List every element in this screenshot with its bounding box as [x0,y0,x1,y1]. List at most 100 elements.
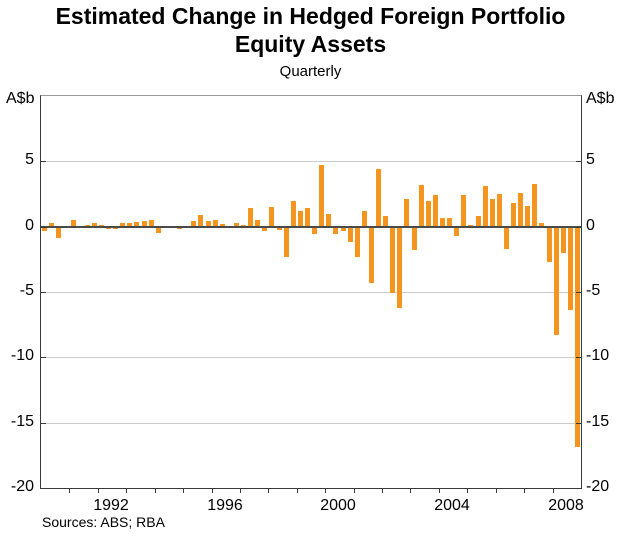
bar-1995-Q3 [198,214,204,227]
bar-2003-Q3 [425,200,431,227]
bar-2005-Q3 [482,186,488,227]
bar-2007-Q3 [539,223,545,227]
x-tick-1993 [126,488,127,493]
bar-2006-Q4 [518,192,524,227]
bar-2002-Q4 [404,199,410,227]
bar-1996-Q1 [212,220,218,227]
y-axis-label-right-0: 0 [586,217,595,234]
x-tick-2006 [496,488,497,493]
bar-1992-Q4 [120,223,126,227]
bar-1993-Q4 [148,219,154,227]
zero-axis-line [41,226,581,228]
y-tick-left--10 [41,357,46,358]
y-tick-left-0 [41,227,46,228]
bar-2007-Q2 [532,183,538,227]
x-tick-1994 [155,488,156,493]
y-axis-label-left--20: -20 [10,478,34,495]
bar-1998-Q3 [283,226,289,257]
bar-2005-Q2 [475,216,481,227]
bar-1997-Q4 [262,226,268,231]
bar-2000-Q2 [333,226,339,235]
bar-1995-Q2 [191,221,197,227]
bar-2001-Q1 [354,226,360,257]
bar-2001-Q4 [376,169,381,227]
y-axis-label-right--15: -15 [586,413,610,430]
y-axis-label-left--15: -15 [10,413,34,430]
x-tick-1995 [183,488,184,493]
bar-2000-Q3 [340,226,346,232]
y-axis-unit-right: A$b [586,90,615,107]
bar-2004-Q1 [439,218,445,227]
bar-1990-Q1 [42,226,48,231]
y-axis-label-right--5: -5 [586,282,601,299]
gridline-5 [41,161,581,162]
x-tick-1999 [297,488,298,493]
x-tick-1991 [69,488,70,493]
bar-1999-Q2 [304,208,310,227]
x-tick-2007 [524,488,525,493]
x-axis-label-1996: 1996 [207,497,243,514]
chart-title-text: Estimated Change in Hedged Foreign Portf… [55,3,566,57]
bar-2008-Q3 [567,226,573,311]
y-axis-label-left-5: 5 [25,151,34,168]
bar-2002-Q1 [383,216,389,227]
bar-1991-Q1 [70,219,76,227]
bar-1990-Q3 [56,226,62,239]
y-axis-label-right--20: -20 [586,478,610,495]
bar-2003-Q1 [411,226,417,251]
y-tick-left-5 [41,161,46,162]
y-tick-right--5 [576,292,581,293]
bar-1997-Q2 [248,208,254,227]
bar-1990-Q2 [49,223,55,227]
source-note: Sources: ABS; RBA [42,514,165,530]
bar-2003-Q2 [418,184,424,227]
x-axis-label-1992: 1992 [93,497,129,514]
x-tick-1997 [240,488,241,493]
y-tick-right--10 [576,357,581,358]
y-axis-label-right--10: -10 [586,347,610,364]
y-tick-right-5 [576,161,581,162]
x-tick-1998 [268,488,269,493]
bar-1995-Q4 [205,221,211,227]
x-tick-1992 [98,488,99,493]
bar-2007-Q4 [546,226,552,262]
y-axis-label-left--5: -5 [19,282,34,299]
bar-2007-Q1 [525,205,531,227]
y-tick-left--15 [41,423,46,424]
bar-1997-Q1 [241,224,246,227]
bar-1999-Q1 [297,211,303,227]
x-tick-2003 [410,488,411,493]
bar-2008-Q2 [560,226,566,253]
bar-2004-Q2 [447,218,453,227]
plot-area [40,95,582,493]
bar-2000-Q1 [326,213,332,227]
x-axis-label-2000: 2000 [320,497,356,514]
bar-1999-Q3 [312,226,318,235]
x-axis-label-2008: 2008 [548,497,584,514]
bar-2003-Q4 [432,195,438,227]
bar-2001-Q3 [368,226,374,283]
bar-1991-Q4 [91,223,97,227]
gridline--15 [41,423,581,424]
y-axis-label-left--10: -10 [10,347,34,364]
bar-2006-Q2 [503,226,509,249]
bar-2001-Q2 [361,211,367,227]
bar-1998-Q1 [269,207,275,227]
y-axis-unit-left: A$b [6,90,35,107]
bar-2004-Q4 [461,195,467,227]
bar-1993-Q3 [141,220,147,227]
bar-1997-Q3 [255,219,261,227]
x-tick-2005 [467,488,468,493]
gridline--10 [41,357,581,358]
x-tick-2004 [439,488,440,493]
bar-2002-Q2 [390,226,396,294]
bar-2008-Q1 [553,226,559,336]
bar-2006-Q1 [496,194,502,227]
bar-1998-Q4 [290,201,296,227]
bar-1993-Q2 [134,222,140,227]
bar-1999-Q4 [319,164,325,227]
gridline--5 [41,292,581,293]
bar-2000-Q4 [347,226,353,243]
bar-2002-Q3 [397,226,403,308]
